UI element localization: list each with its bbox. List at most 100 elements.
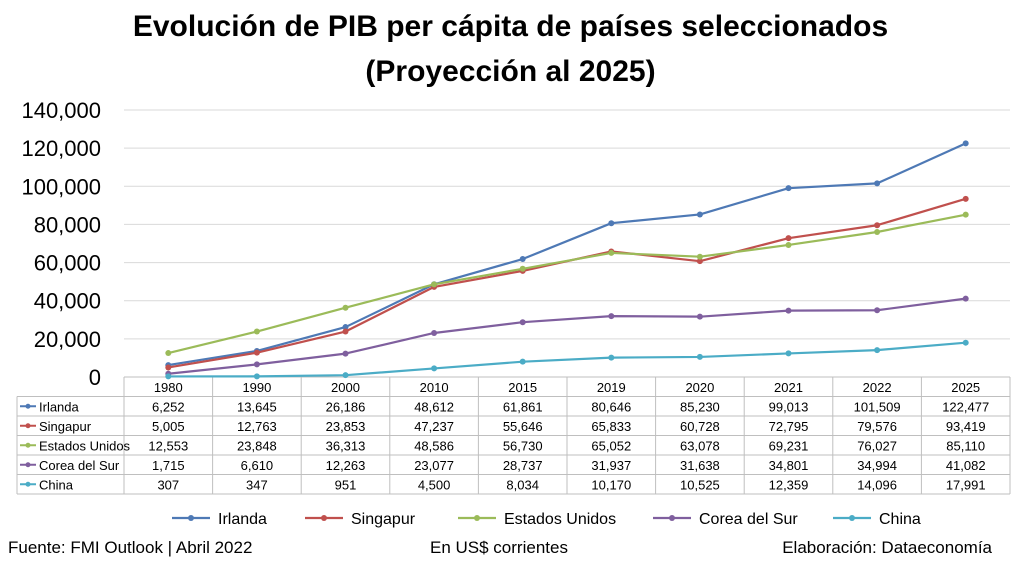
legend-key-marker	[849, 515, 855, 521]
data-point	[962, 140, 969, 147]
table-cell-value: 951	[335, 477, 357, 492]
data-point	[519, 319, 526, 326]
x-tick-label: 2025	[951, 380, 980, 395]
table-cell-value: 55,646	[503, 419, 543, 434]
data-point	[696, 353, 703, 360]
chart-title-line-2: (Proyección al 2025)	[365, 55, 656, 88]
data-point	[962, 195, 969, 202]
y-tick-label: 100,000	[21, 174, 101, 199]
table-series-name: Corea del Sur	[39, 458, 120, 473]
table-cell-value: 12,263	[326, 458, 366, 473]
table-series-key-marker	[25, 403, 31, 409]
data-point	[253, 373, 260, 380]
table-cell-value: 48,612	[414, 399, 454, 414]
table-cell-value: 61,861	[503, 399, 543, 414]
data-point	[874, 307, 881, 314]
table-series-key-marker	[25, 423, 31, 429]
data-point	[785, 185, 792, 192]
data-point	[962, 211, 969, 218]
data-point	[874, 180, 881, 187]
data-point	[874, 229, 881, 236]
data-point	[696, 211, 703, 218]
table-cell-value: 41,082	[946, 458, 986, 473]
table-cell-value: 56,730	[503, 438, 543, 453]
table-cell-value: 76,027	[857, 438, 897, 453]
data-point	[253, 328, 260, 335]
data-point	[962, 339, 969, 346]
table-cell-value: 65,052	[591, 438, 631, 453]
table-cell-value: 1,715	[152, 458, 185, 473]
data-point	[785, 241, 792, 248]
table-cell-value: 23,077	[414, 458, 454, 473]
legend-label: Corea del Sur	[699, 511, 798, 528]
table-cell-value: 4,500	[418, 477, 451, 492]
data-point	[608, 354, 615, 361]
data-point	[253, 349, 260, 356]
data-point	[785, 235, 792, 242]
data-point	[342, 372, 349, 379]
table-cell-value: 99,013	[769, 399, 809, 414]
table-cell-value: 60,728	[680, 419, 720, 434]
series-line	[167, 142, 967, 367]
table-series-key-marker	[25, 442, 31, 448]
data-point	[165, 350, 172, 357]
y-tick-label: 140,000	[21, 98, 101, 123]
y-tick-label: 0	[89, 365, 101, 390]
table-series-key-marker	[25, 481, 31, 487]
legend-label: Irlanda	[218, 511, 267, 528]
table-cell-value: 34,801	[769, 458, 809, 473]
x-tick-label: 2015	[508, 380, 537, 395]
table-cell-value: 28,737	[503, 458, 543, 473]
table-cell-value: 63,078	[680, 438, 720, 453]
table-cell-value: 307	[157, 477, 179, 492]
table-cell-value: 5,005	[152, 419, 185, 434]
table-cell-value: 8,034	[506, 477, 539, 492]
x-tick-label: 2000	[331, 380, 360, 395]
units-note: En US$ corrientes	[430, 538, 568, 557]
data-point	[519, 265, 526, 272]
table-cell-value: 13,645	[237, 399, 277, 414]
legend-key-marker	[474, 515, 480, 521]
credit-note: Elaboración: Dataeconomía	[782, 538, 992, 557]
x-tick-label: 1980	[154, 380, 183, 395]
data-point	[342, 324, 349, 331]
data-point	[431, 365, 438, 372]
table-series-name: China	[39, 477, 74, 492]
table-cell-value: 69,231	[769, 438, 809, 453]
table-cell-value: 34,994	[857, 458, 897, 473]
y-tick-label: 120,000	[21, 136, 101, 161]
table-cell-value: 12,359	[769, 477, 809, 492]
table-cell-value: 47,237	[414, 419, 454, 434]
data-point	[342, 304, 349, 311]
data-point	[785, 350, 792, 357]
x-tick-label: 2021	[774, 380, 803, 395]
series-line	[167, 213, 967, 355]
table-cell-value: 31,937	[591, 458, 631, 473]
y-tick-label: 60,000	[34, 251, 101, 276]
table-cell-value: 10,525	[680, 477, 720, 492]
data-point	[696, 313, 703, 320]
x-tick-label: 2019	[597, 380, 626, 395]
data-point	[342, 328, 349, 335]
table-cell-value: 48,586	[414, 438, 454, 453]
table-series-key-marker	[25, 462, 31, 468]
table-cell-value: 14,096	[857, 477, 897, 492]
data-point	[165, 373, 172, 380]
table-cell-value: 79,576	[857, 419, 897, 434]
data-point	[874, 222, 881, 229]
y-tick-label: 80,000	[34, 212, 101, 237]
table-cell-value: 23,853	[326, 419, 366, 434]
data-point	[519, 256, 526, 263]
data-point	[253, 361, 260, 368]
table-cell-value: 72,795	[769, 419, 809, 434]
table-cell-value: 23,848	[237, 438, 277, 453]
data-point	[874, 347, 881, 354]
table-cell-value: 31,638	[680, 458, 720, 473]
table-cell-value: 85,230	[680, 399, 720, 414]
table-cell-value: 12,553	[148, 438, 188, 453]
x-tick-label: 1990	[242, 380, 271, 395]
table-cell-value: 101,509	[854, 399, 901, 414]
source-note: Fuente: FMI Outlook | Abril 2022	[8, 538, 253, 557]
series-line	[167, 297, 967, 375]
series-line	[167, 341, 967, 378]
